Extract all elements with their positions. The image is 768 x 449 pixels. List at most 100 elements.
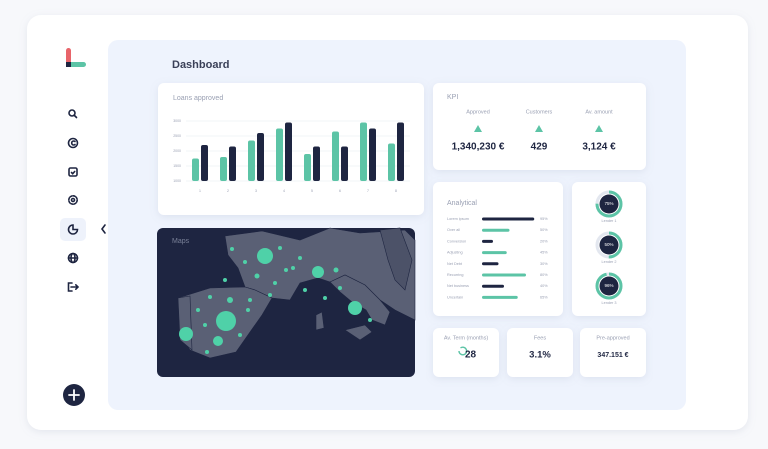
row-label: Adjusting (447, 251, 463, 255)
row-value: 65% (540, 295, 548, 299)
donut-label: Lender 2 (602, 260, 617, 264)
progress-bar (482, 228, 510, 232)
y-tick-label: 3000 (173, 119, 181, 123)
row-label: Uncertain (447, 295, 463, 299)
progress-bar (482, 251, 507, 255)
row-label: Net Debt (447, 262, 463, 266)
card (507, 328, 573, 377)
x-tick-label: 3 (255, 189, 257, 193)
donut-label: Lender 1 (602, 219, 617, 223)
progress-bar (482, 262, 499, 266)
row-label: Net business (447, 284, 469, 288)
row-value: 50% (540, 228, 548, 232)
x-tick-label: 6 (339, 189, 341, 193)
donut-center (599, 194, 619, 214)
x-tick-label: 2 (227, 189, 229, 193)
logo (66, 48, 71, 65)
bar (388, 143, 395, 181)
card-title: Maps (172, 238, 190, 245)
bar (201, 145, 208, 181)
row-value: 40% (540, 284, 548, 288)
card-title: Loans approved (173, 95, 223, 102)
kpi-label: Approved (466, 109, 490, 115)
sidebar (60, 48, 106, 406)
card-title: KPI (447, 94, 458, 101)
bar (313, 146, 320, 181)
bar (304, 154, 311, 181)
donut-label: Lender 3 (602, 301, 617, 305)
row-label: Lorem ipsum (447, 217, 469, 221)
bar (192, 158, 199, 181)
stat-value: 28 (465, 350, 477, 361)
chart-icon[interactable] (67, 224, 79, 235)
bar (220, 157, 227, 181)
bar (397, 122, 404, 181)
settings-icon[interactable] (68, 195, 79, 206)
kpi-trend-icon (474, 125, 482, 132)
kpi-value: 1,340,230 € (452, 142, 505, 153)
add-icon (68, 389, 80, 401)
donut-value: 75% (604, 201, 613, 206)
page-title: Dashboard (172, 59, 229, 71)
stat-value: 3.1% (529, 350, 551, 361)
progress-bar (482, 239, 493, 243)
donut-arc (595, 231, 623, 259)
row-value: 45% (540, 251, 548, 255)
y-tick-label: 2500 (173, 134, 181, 138)
donut-arc (595, 272, 623, 300)
y-tick-label: 1500 (173, 164, 181, 168)
row-label: Over all (447, 228, 460, 232)
card (433, 182, 563, 316)
x-tick-label: 4 (283, 189, 285, 193)
bar (369, 128, 376, 181)
progress-bar (482, 217, 535, 221)
donut-value: 50% (604, 242, 613, 247)
progress-bar (482, 273, 526, 277)
bar (257, 133, 264, 181)
kpi-value: 429 (531, 142, 548, 153)
row-label: Recurring (447, 273, 463, 277)
x-tick-label: 1 (199, 189, 201, 193)
donut-value: 96% (604, 283, 613, 288)
kpi-trend-icon (535, 125, 543, 132)
progress-bar (482, 284, 504, 288)
logo (66, 62, 71, 67)
row-value: 80% (540, 273, 548, 277)
donut-center (599, 235, 619, 255)
row-value: 20% (540, 239, 548, 243)
map-dots (179, 246, 372, 354)
stat-value: 347.151 € (597, 352, 628, 359)
y-tick-label: 2000 (173, 149, 181, 153)
kpi-trend-icon (595, 125, 603, 132)
card (580, 328, 646, 377)
x-tick-label: 5 (311, 189, 313, 193)
row-label: Conversion (447, 239, 466, 243)
refresh-icon (458, 346, 468, 356)
kpi-label: Customers (526, 109, 553, 115)
bar (285, 122, 292, 181)
stat-label: Av. Term (months) (444, 335, 488, 341)
kpi-label: Av. amount (585, 109, 613, 115)
row-value: 30% (540, 262, 548, 266)
bar (276, 128, 283, 181)
x-tick-label: 7 (367, 189, 369, 193)
bar (332, 131, 339, 181)
bar (341, 146, 348, 181)
stat-label: Pre-approved (596, 335, 629, 341)
bar (360, 122, 367, 181)
currency-icon[interactable] (67, 137, 79, 149)
row-value: 95% (540, 217, 548, 221)
calendar-icon[interactable] (68, 167, 78, 177)
stat-label: Fees (534, 335, 546, 341)
collapse-toggle[interactable] (101, 224, 106, 234)
donut-arc (595, 190, 623, 218)
logout-icon[interactable] (67, 282, 80, 292)
globe-icon[interactable] (67, 252, 79, 264)
donut-center (599, 276, 619, 296)
search-icon[interactable] (68, 109, 78, 119)
card-title: Analytical (447, 200, 477, 207)
bar (229, 146, 236, 181)
progress-bar (482, 295, 518, 299)
x-tick-label: 8 (395, 189, 397, 193)
